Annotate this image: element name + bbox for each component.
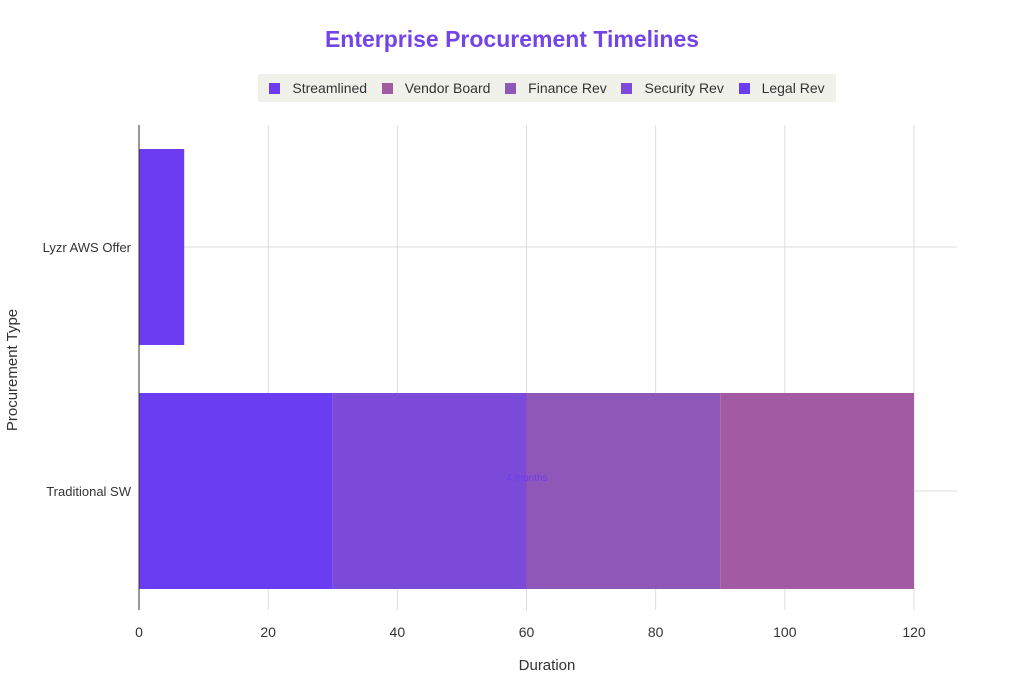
legend-item[interactable]: Legal Rev [738, 80, 825, 96]
bar-segment [332, 393, 527, 589]
y-tick-label: Lyzr AWS Offer [43, 240, 132, 255]
legend-swatch [621, 82, 633, 94]
legend-label: Streamlined [292, 80, 368, 96]
legend-item[interactable]: Finance Rev [505, 80, 607, 96]
x-tick-label: 80 [648, 624, 664, 640]
legend-item[interactable]: Security Rev [621, 80, 724, 96]
x-tick-label: 120 [902, 624, 926, 640]
legend-item[interactable]: Streamlined [269, 80, 367, 96]
annotation-label: 4 months [506, 473, 547, 484]
legend-label: Security Rev [644, 80, 724, 96]
x-tick-label: 40 [390, 624, 406, 640]
legend-label: Legal Rev [761, 80, 825, 96]
legend-swatch [738, 82, 750, 94]
legend-label: Vendor Board [404, 80, 491, 96]
bar-segment [720, 393, 914, 589]
x-tick-label: 0 [135, 624, 143, 640]
legend-item[interactable]: Vendor Board [381, 80, 491, 96]
legend-swatch [505, 82, 517, 94]
legend-swatch [381, 82, 393, 94]
bar-segment [139, 393, 333, 589]
bar-segment [526, 393, 721, 589]
legend-swatch [269, 82, 281, 94]
legend: Streamlined Vendor Board Finance Rev Securi… [258, 74, 836, 102]
x-tick-label: 100 [773, 624, 797, 640]
y-axis-title: Procurement Type [4, 309, 21, 431]
x-tick-label: 60 [519, 624, 535, 640]
y-tick-label: Traditional SW [46, 484, 131, 499]
bar-segment [139, 149, 185, 345]
chart-title: Enterprise Procurement Timelines [324, 26, 700, 52]
x-tick-label: 20 [260, 624, 276, 640]
x-axis-title: Duration [519, 657, 576, 674]
legend-label: Finance Rev [528, 80, 607, 96]
